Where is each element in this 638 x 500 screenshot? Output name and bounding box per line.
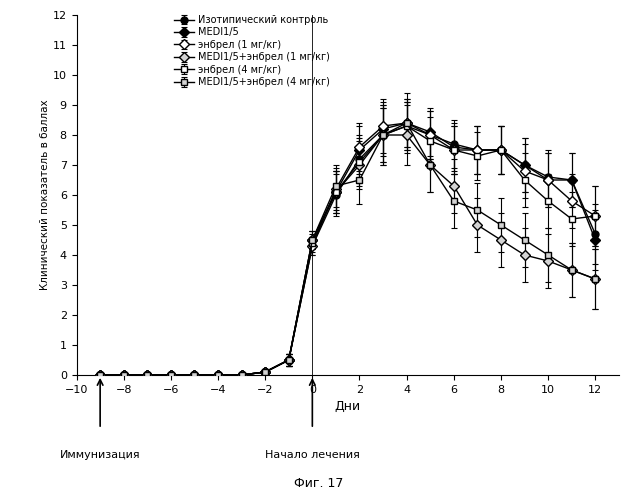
- X-axis label: Дни: Дни: [335, 400, 360, 413]
- Text: Фиг. 17: Фиг. 17: [294, 477, 344, 490]
- Y-axis label: Клинический показатель в баллах: Клинический показатель в баллах: [40, 100, 50, 290]
- Text: Иммунизация: Иммунизация: [60, 450, 140, 460]
- Legend: Изотипический контроль, MEDI1/5, энбрел (1 мг/кг), MEDI1/5+энбрел (1 мг/кг), энб: Изотипический контроль, MEDI1/5, энбрел …: [174, 15, 329, 87]
- Text: Начало лечения: Начало лечения: [265, 450, 360, 460]
